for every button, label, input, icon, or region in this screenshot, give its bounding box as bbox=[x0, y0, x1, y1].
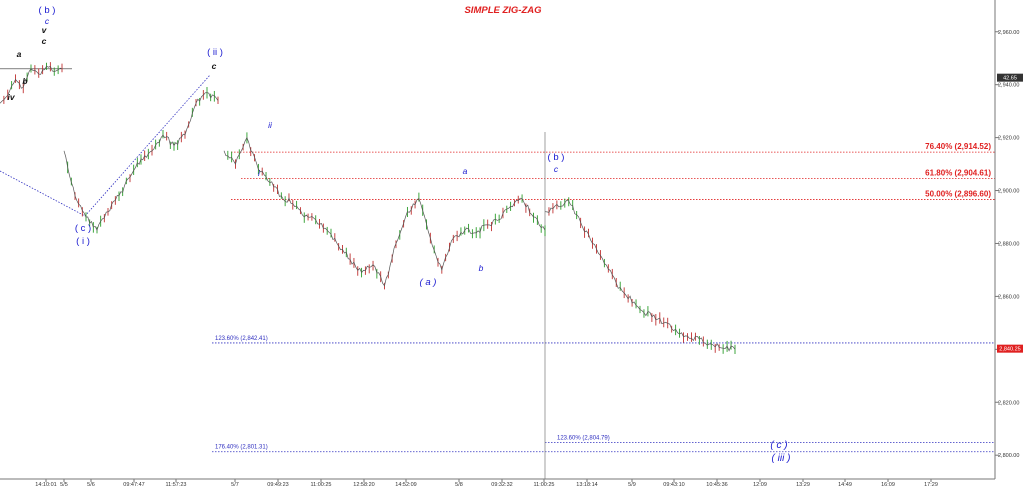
y-tick-label: 2,940.00 bbox=[998, 83, 1019, 89]
trend-line bbox=[84, 74, 211, 217]
price-marker-box bbox=[997, 344, 1023, 353]
wave-label: ( i ) bbox=[76, 236, 90, 247]
wave-label: a bbox=[463, 166, 468, 176]
y-tick-label: 2,880.00 bbox=[998, 241, 1019, 247]
wave-label: c bbox=[554, 164, 559, 174]
price-line bbox=[544, 199, 736, 352]
fib-level-label: 176.40% (2,801.31) bbox=[215, 445, 268, 451]
wave-label: c bbox=[212, 61, 217, 71]
x-tick-label: 09:49:23 bbox=[267, 482, 288, 487]
x-tick-label: 5/5 bbox=[60, 482, 68, 487]
price-marker-label: 42.65 bbox=[1003, 76, 1017, 82]
x-tick-label: 16:09 bbox=[881, 482, 895, 487]
y-tick-label: 2,800.00 bbox=[998, 453, 1019, 459]
fib-level-label: 61.80% (2,904.61) bbox=[925, 168, 991, 177]
fib-level-label: 123.60% (2,804.79) bbox=[557, 436, 610, 442]
y-tick-label: 2,860.00 bbox=[998, 294, 1019, 300]
price-line bbox=[0, 65, 63, 104]
wave-label: v bbox=[42, 25, 48, 35]
wave-label: ii bbox=[268, 120, 273, 130]
wave-label: ( ii ) bbox=[207, 47, 223, 58]
x-tick-label: 09:47:47 bbox=[123, 482, 144, 487]
wave-label: c bbox=[42, 36, 47, 46]
x-tick-label: 10:45:36 bbox=[706, 482, 727, 487]
wave-label: iv bbox=[7, 92, 15, 102]
x-tick-label: 13:29 bbox=[796, 482, 810, 487]
chart-title: SIMPLE ZIG-ZAG bbox=[464, 5, 542, 16]
x-tick-label: 5/7 bbox=[231, 482, 239, 487]
fibonacci-levels: 76.40% (2,914.52) 61.80% (2,904.61) 50.00%… bbox=[212, 142, 995, 453]
wave-label: ( c ) bbox=[75, 223, 91, 234]
x-axis: 14:10:01 5/5 5/6 09:47:47 11:57:23 5/7 09:49:2… bbox=[0, 478, 995, 487]
wave-label: c bbox=[45, 16, 50, 26]
x-tick-label: 09:32:32 bbox=[491, 482, 512, 487]
wave-label: ( c ) bbox=[770, 440, 787, 451]
wave-label: ( b ) bbox=[548, 152, 565, 163]
trend-line bbox=[0, 170, 86, 217]
price-marker-label: 2,840.25 bbox=[999, 347, 1020, 353]
x-tick-label: 11:57:23 bbox=[165, 482, 186, 487]
x-tick-label: 5/8 bbox=[455, 482, 463, 487]
wave-label: ( b ) bbox=[39, 5, 56, 16]
x-tick-label: 13:18:14 bbox=[576, 482, 597, 487]
x-tick-label: 09:43:10 bbox=[663, 482, 684, 487]
y-tick-label: 2,960.00 bbox=[998, 30, 1019, 36]
wave-label: ( a ) bbox=[420, 277, 437, 288]
y-tick-label: 2,900.00 bbox=[998, 189, 1019, 195]
x-tick-label: 5/6 bbox=[87, 482, 95, 487]
price-marker-box bbox=[997, 73, 1023, 82]
price-line bbox=[223, 136, 546, 287]
x-tick-label: 12:58:20 bbox=[353, 482, 374, 487]
fib-level-label: 123.60% (2,842.41) bbox=[215, 336, 268, 342]
wave-label: b bbox=[22, 76, 27, 86]
y-tick-label: 2,820.00 bbox=[998, 400, 1019, 406]
wave-label: b bbox=[479, 263, 484, 273]
x-tick-label: 5/9 bbox=[628, 482, 636, 487]
x-tick-label: 11:00:25 bbox=[310, 482, 331, 487]
x-tick-label: 14:49 bbox=[838, 482, 852, 487]
y-tick-label: 2,920.00 bbox=[998, 136, 1019, 142]
fib-level-label: 50.00% (2,896.60) bbox=[925, 190, 991, 199]
x-tick-label: 11:00:25 bbox=[533, 482, 554, 487]
price-line bbox=[63, 92, 219, 232]
wave-label: i bbox=[258, 168, 261, 178]
fib-level-label: 76.40% (2,914.52) bbox=[925, 142, 991, 151]
guide-lines bbox=[0, 68, 546, 479]
x-tick-label: 14:10:01 bbox=[35, 482, 56, 487]
y-axis: 2,800.002,820.002,840.002,860.002,880.00… bbox=[994, 0, 1023, 479]
x-tick-label: 14:52:09 bbox=[395, 482, 416, 487]
x-tick-label: 12:09 bbox=[753, 482, 767, 487]
wave-label: ( iii ) bbox=[772, 453, 791, 464]
x-tick-label: 17:29 bbox=[924, 482, 938, 487]
price-series bbox=[0, 62, 736, 354]
wave-label: a bbox=[17, 49, 22, 59]
